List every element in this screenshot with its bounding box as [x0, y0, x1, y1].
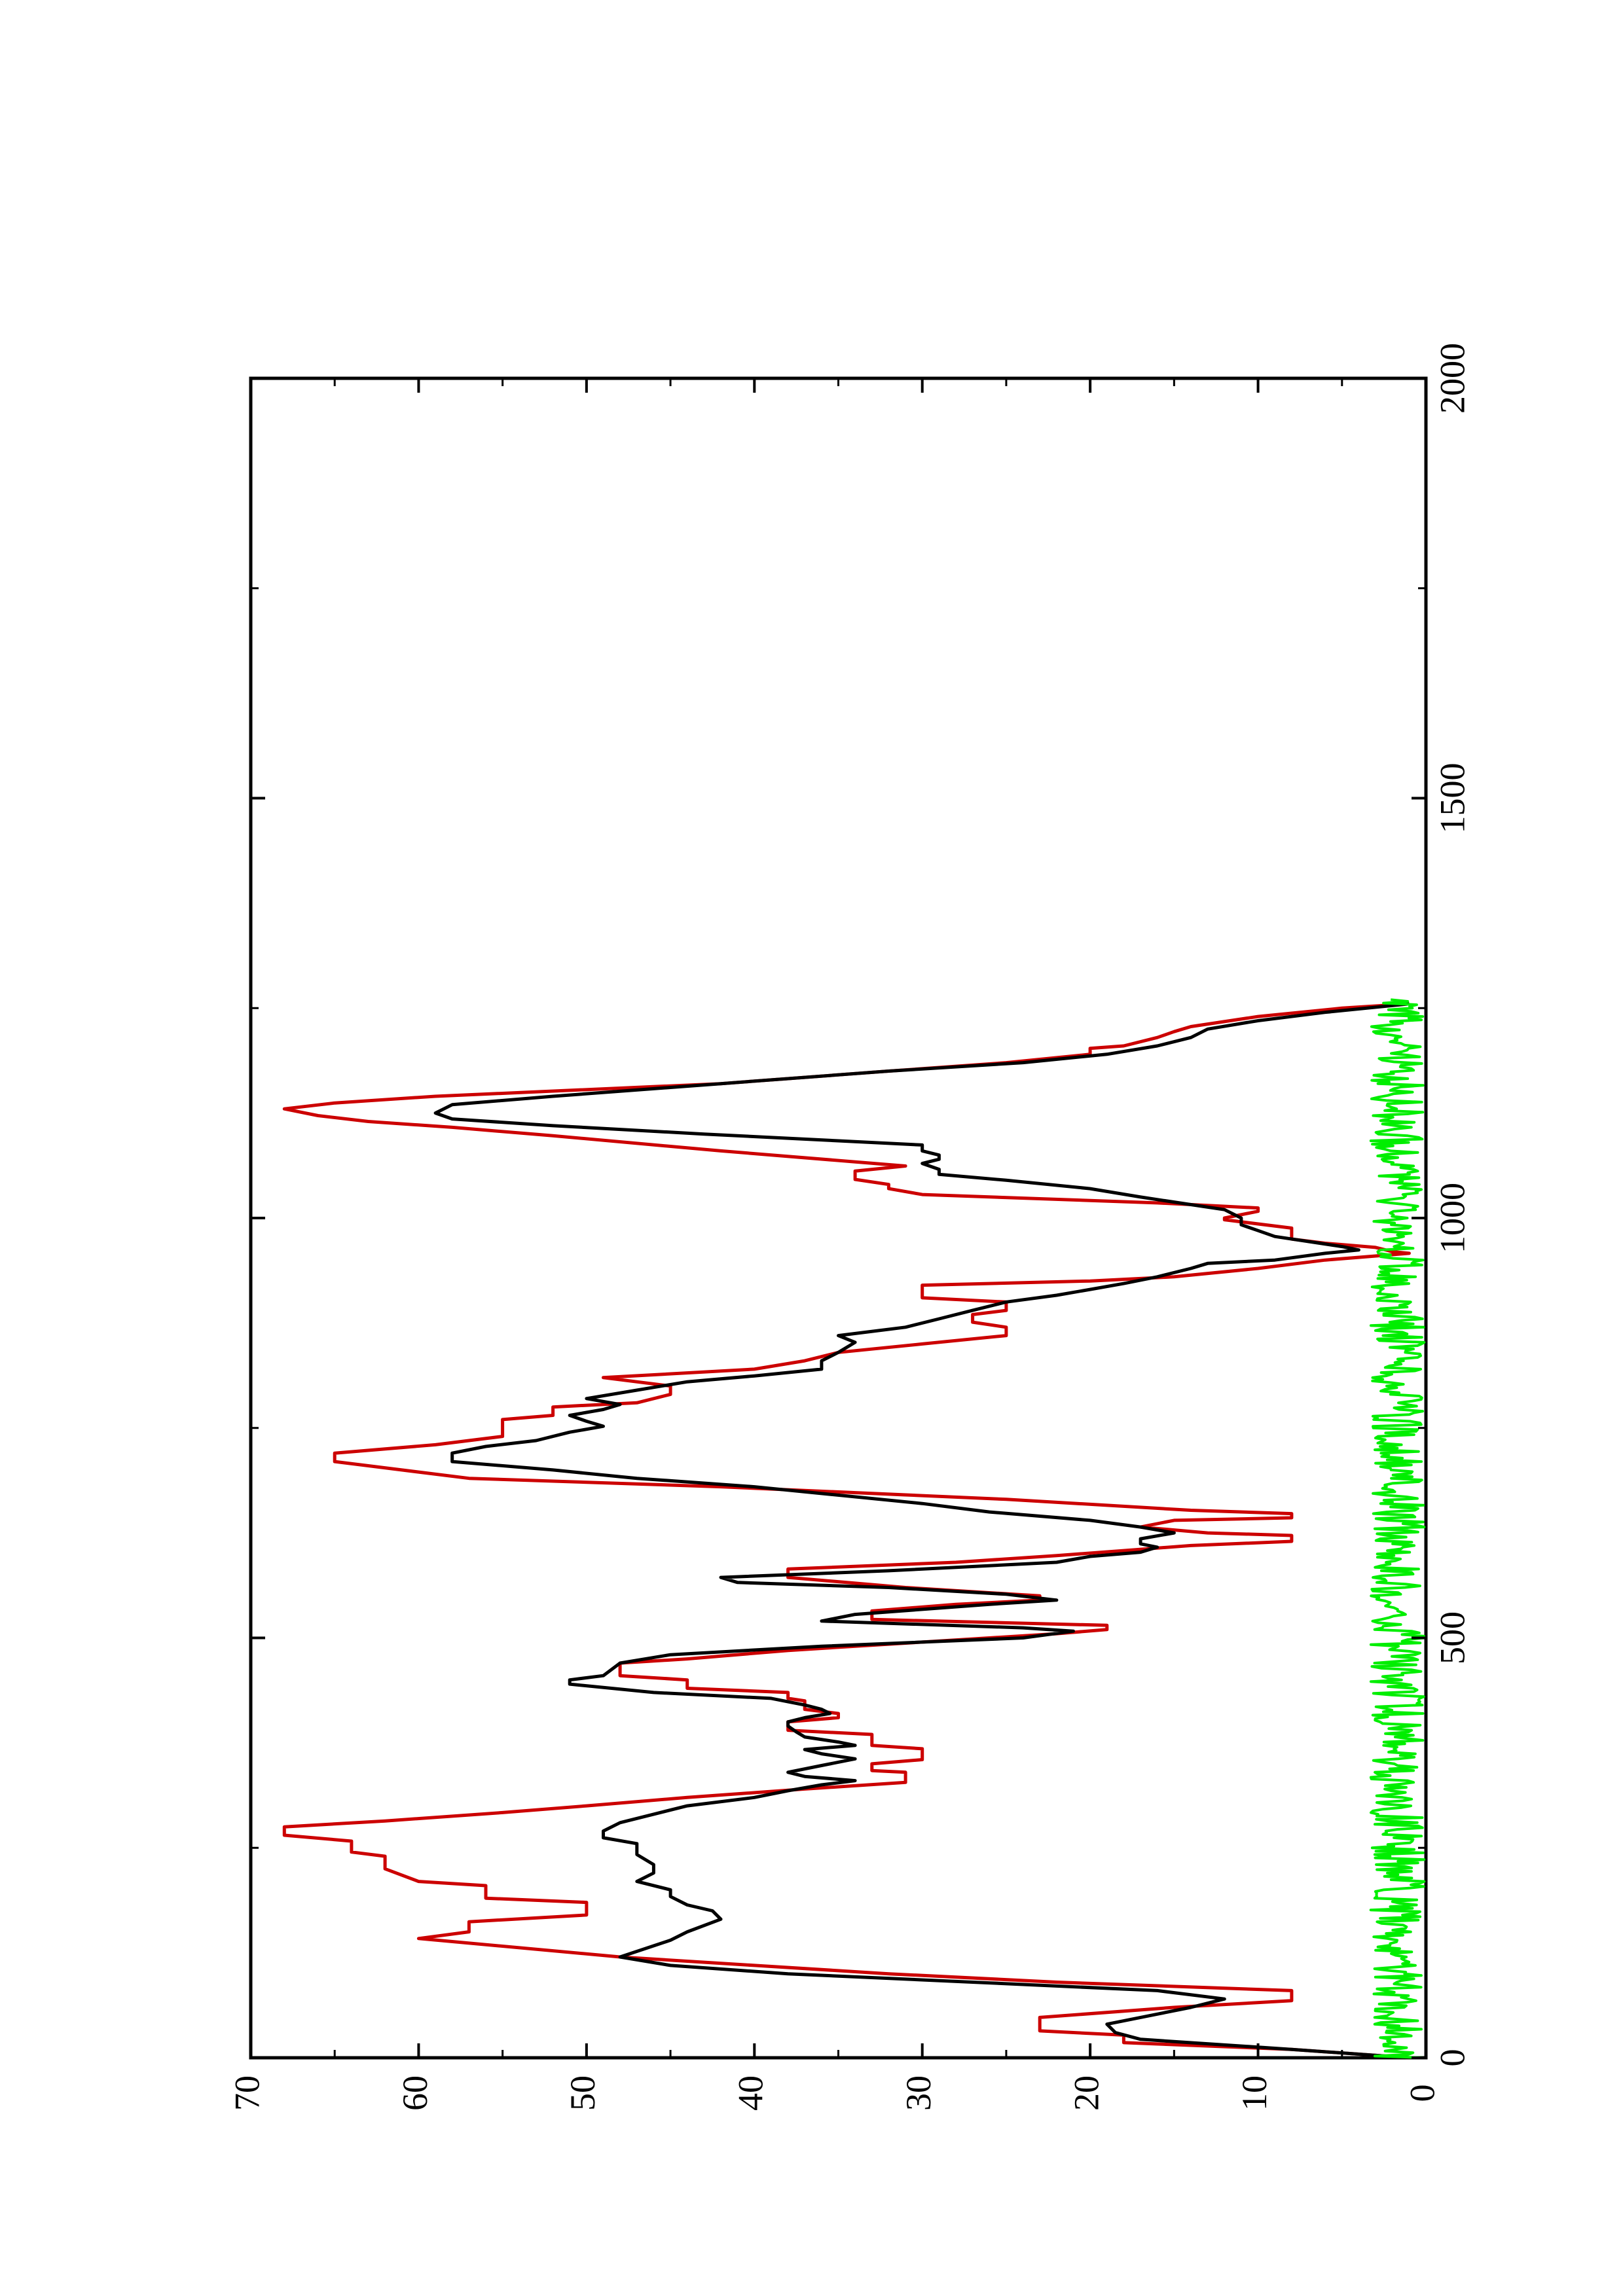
y-tick-label: 0 — [1402, 2085, 1442, 2102]
y-tick-label: 40 — [731, 2075, 771, 2111]
x-tick-label: 1500 — [1432, 763, 1472, 834]
y-tick-label: 70 — [227, 2075, 266, 2111]
y-tick-label: 30 — [899, 2075, 938, 2111]
series-layer — [282, 998, 1426, 2060]
x-tick-label: 2000 — [1432, 343, 1472, 414]
y-tick-label: 60 — [395, 2075, 435, 2111]
y-tick-label: 10 — [1235, 2075, 1274, 2111]
y-tick-label: 20 — [1067, 2075, 1106, 2111]
tick-layer: 0 500 1000 1500 2000 0 10 20 30 40 50 60 70 — [227, 343, 1472, 2111]
series-line-2 — [433, 1002, 1410, 2060]
series-line-1 — [282, 1002, 1411, 2060]
x-tick-label: 1000 — [1432, 1183, 1472, 1253]
x-tick-label: 0 — [1432, 2049, 1472, 2067]
x-tick-label: 500 — [1432, 1611, 1472, 1664]
series-line-3 — [1369, 998, 1426, 2059]
y-tick-label: 50 — [563, 2075, 602, 2111]
plot-frame — [249, 376, 1428, 2060]
